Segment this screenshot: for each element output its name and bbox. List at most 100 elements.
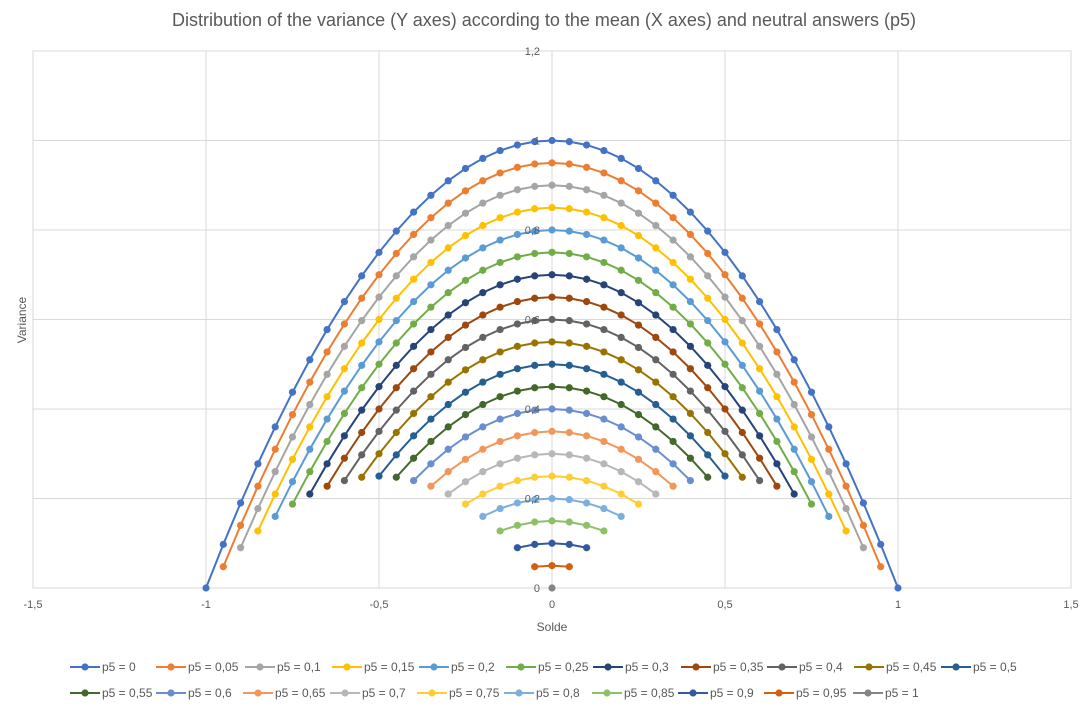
- data-point: [669, 415, 677, 423]
- legend-marker: [778, 663, 786, 671]
- data-point: [444, 177, 452, 185]
- data-point: [686, 208, 695, 216]
- data-point: [548, 159, 556, 167]
- data-point: [600, 482, 608, 490]
- data-point: [237, 521, 245, 529]
- data-point: [358, 294, 366, 302]
- data-point: [427, 437, 435, 446]
- series-6: [306, 271, 798, 498]
- data-point: [565, 227, 573, 235]
- data-point: [652, 400, 660, 409]
- data-point: [358, 361, 366, 369]
- data-point: [669, 325, 677, 334]
- data-point: [583, 454, 591, 462]
- data-point: [427, 325, 435, 334]
- data-point: [288, 478, 297, 486]
- data-point: [790, 356, 798, 364]
- data-point: [531, 182, 539, 190]
- data-point: [738, 428, 746, 437]
- legend-label: p5 = 0,05: [188, 660, 239, 674]
- data-point: [444, 468, 452, 476]
- data-point: [721, 405, 729, 413]
- data-point: [496, 415, 504, 423]
- data-point: [444, 311, 452, 319]
- data-point: [340, 454, 348, 462]
- legend-item: p5 = 0,8: [504, 686, 580, 700]
- data-point: [531, 317, 539, 325]
- data-point: [807, 478, 816, 486]
- data-point: [825, 468, 833, 476]
- legend-label: p5 = 0,7: [362, 686, 406, 700]
- legend-item: p5 = 0,9: [678, 686, 754, 700]
- data-point: [306, 445, 314, 453]
- data-point: [323, 325, 331, 334]
- legend-marker: [865, 663, 873, 671]
- series-2: [237, 181, 868, 552]
- data-point: [496, 504, 504, 513]
- series-3: [254, 204, 850, 535]
- data-point: [738, 473, 746, 481]
- data-point: [634, 366, 643, 374]
- legend-item: p5 = 0,65: [243, 686, 326, 700]
- data-point: [583, 365, 591, 373]
- data-point: [513, 454, 522, 462]
- legend-item: p5 = 0,45: [854, 660, 937, 674]
- data-point: [340, 409, 348, 418]
- data-point: [617, 333, 625, 341]
- data-point: [513, 521, 522, 529]
- data-point: [583, 477, 591, 485]
- data-point: [738, 317, 746, 325]
- data-point: [738, 294, 746, 302]
- data-point: [427, 460, 435, 468]
- data-point: [600, 527, 608, 535]
- data-point: [358, 384, 366, 392]
- data-point: [790, 423, 798, 431]
- legend-marker: [254, 689, 262, 697]
- y-tick-label: 0,6: [525, 315, 540, 327]
- data-point: [583, 208, 591, 216]
- data-point: [306, 356, 314, 364]
- data-point: [807, 500, 816, 508]
- legend-label: p5 = 0,5: [973, 660, 1017, 674]
- data-point: [461, 366, 470, 374]
- data-point: [652, 266, 660, 274]
- data-point: [617, 423, 625, 431]
- data-point: [496, 437, 504, 446]
- data-point: [565, 182, 573, 190]
- data-point: [496, 191, 504, 199]
- data-point: [513, 544, 522, 552]
- data-point: [825, 490, 833, 498]
- data-point: [583, 409, 591, 418]
- legend-item: p5 = 0,35: [681, 660, 764, 674]
- data-point: [392, 384, 400, 392]
- series-19: [531, 562, 573, 571]
- data-point: [565, 563, 573, 571]
- data-point: [686, 275, 695, 283]
- legend-label: p5 = 1: [885, 686, 919, 700]
- data-point: [756, 409, 764, 418]
- legend: p5 = 0 p5 = 0,05 p5 = 0,1 p5 = 0,15 p5 = 0,2…: [70, 660, 1017, 700]
- data-point: [859, 544, 868, 552]
- data-point: [583, 163, 591, 171]
- x-tick-label: -1,5: [24, 599, 43, 611]
- data-point: [375, 315, 383, 324]
- data-point: [600, 146, 608, 155]
- data-point: [669, 393, 677, 401]
- data-point: [600, 437, 608, 446]
- data-point: [237, 499, 245, 507]
- data-point: [427, 281, 435, 289]
- data-point: [496, 258, 504, 267]
- data-point: [479, 244, 487, 252]
- series-layer: [202, 136, 902, 592]
- data-point: [617, 378, 625, 386]
- legend-marker: [341, 689, 349, 697]
- data-point: [704, 317, 712, 325]
- legend-label: p5 = 0,8: [536, 686, 580, 700]
- legend-marker: [167, 689, 175, 697]
- data-point: [479, 221, 487, 230]
- series-14: [444, 450, 660, 498]
- data-point: [392, 317, 400, 325]
- data-point: [427, 370, 435, 378]
- data-point: [669, 348, 677, 356]
